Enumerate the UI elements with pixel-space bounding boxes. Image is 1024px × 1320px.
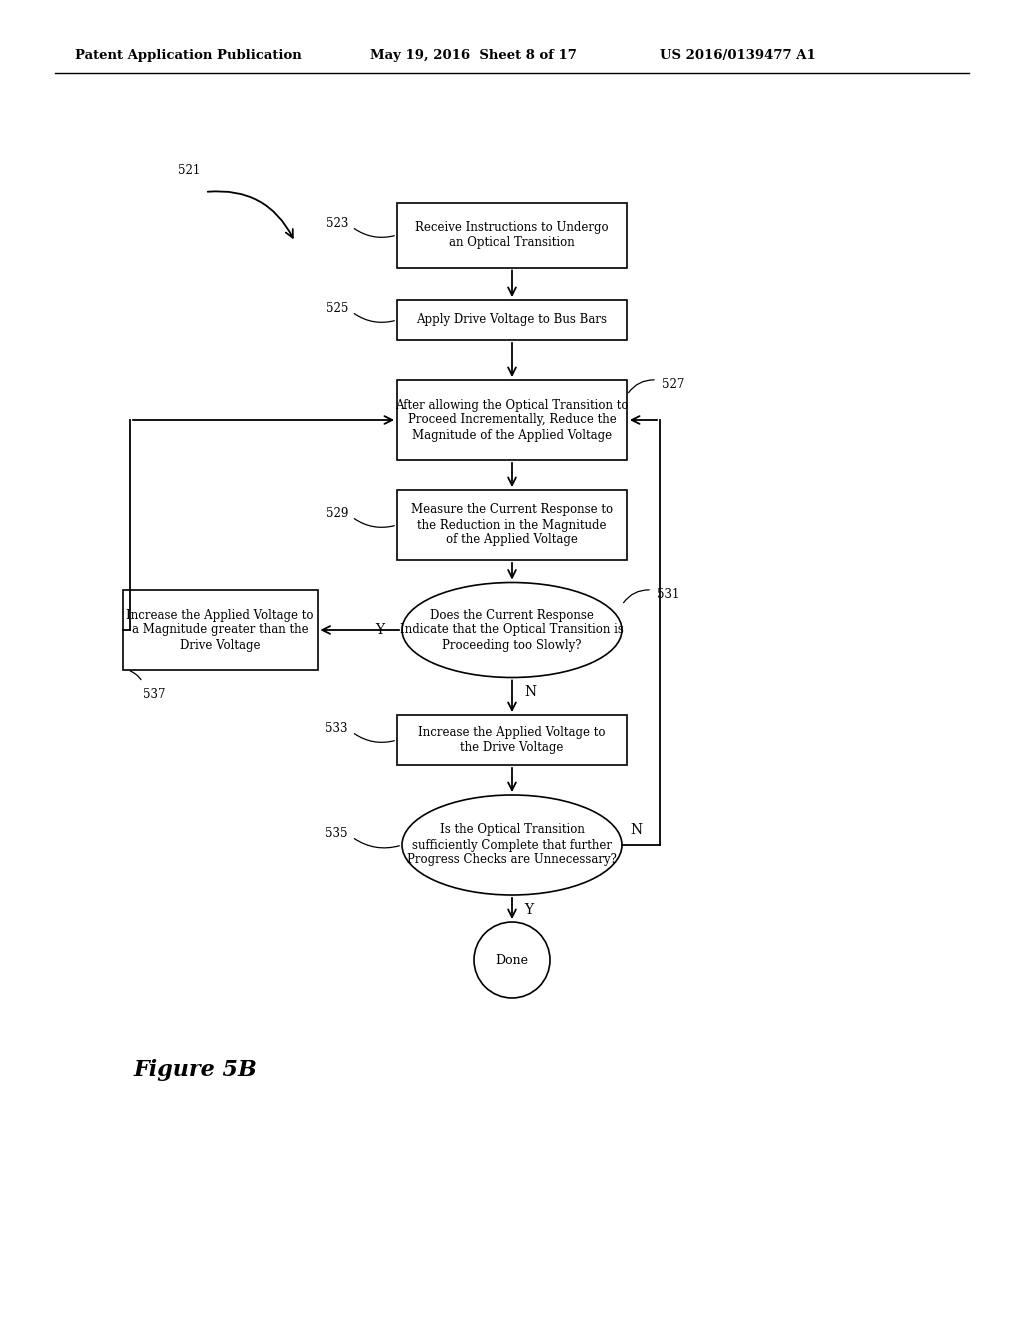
FancyBboxPatch shape xyxy=(397,380,627,459)
Ellipse shape xyxy=(402,795,622,895)
Text: US 2016/0139477 A1: US 2016/0139477 A1 xyxy=(660,49,816,62)
Text: 525: 525 xyxy=(326,302,348,315)
Text: Y: Y xyxy=(524,903,534,917)
FancyBboxPatch shape xyxy=(397,715,627,766)
Text: Is the Optical Transition
sufficiently Complete that further
Progress Checks are: Is the Optical Transition sufficiently C… xyxy=(408,824,616,866)
Text: 523: 523 xyxy=(326,216,348,230)
Text: 537: 537 xyxy=(142,688,165,701)
Text: Figure 5B: Figure 5B xyxy=(133,1059,257,1081)
Ellipse shape xyxy=(402,582,622,677)
Text: May 19, 2016  Sheet 8 of 17: May 19, 2016 Sheet 8 of 17 xyxy=(370,49,577,62)
Text: 521: 521 xyxy=(178,164,201,177)
Text: 531: 531 xyxy=(657,589,679,602)
Text: 527: 527 xyxy=(662,379,684,392)
Text: 533: 533 xyxy=(326,722,348,735)
Circle shape xyxy=(474,921,550,998)
Text: N: N xyxy=(630,822,642,837)
Text: Patent Application Publication: Patent Application Publication xyxy=(75,49,302,62)
FancyArrowPatch shape xyxy=(208,191,293,238)
Text: N: N xyxy=(524,685,537,700)
Text: Receive Instructions to Undergo
an Optical Transition: Receive Instructions to Undergo an Optic… xyxy=(415,220,609,249)
FancyBboxPatch shape xyxy=(397,202,627,268)
Text: Apply Drive Voltage to Bus Bars: Apply Drive Voltage to Bus Bars xyxy=(417,314,607,326)
Text: Increase the Applied Voltage to
a Magnitude greater than the
Drive Voltage: Increase the Applied Voltage to a Magnit… xyxy=(126,609,313,652)
Text: Does the Current Response
Indicate that the Optical Transition is
Proceeding too: Does the Current Response Indicate that … xyxy=(400,609,624,652)
FancyBboxPatch shape xyxy=(397,490,627,560)
Text: Done: Done xyxy=(496,953,528,966)
Text: Increase the Applied Voltage to
the Drive Voltage: Increase the Applied Voltage to the Driv… xyxy=(418,726,606,754)
FancyBboxPatch shape xyxy=(397,300,627,341)
Text: 535: 535 xyxy=(326,828,348,840)
FancyBboxPatch shape xyxy=(123,590,317,671)
Text: Measure the Current Response to
the Reduction in the Magnitude
of the Applied Vo: Measure the Current Response to the Redu… xyxy=(411,503,613,546)
Text: Y: Y xyxy=(375,623,384,638)
Text: After allowing the Optical Transition to
Proceed Incrementally, Reduce the
Magni: After allowing the Optical Transition to… xyxy=(395,399,629,441)
Text: 529: 529 xyxy=(326,507,348,520)
